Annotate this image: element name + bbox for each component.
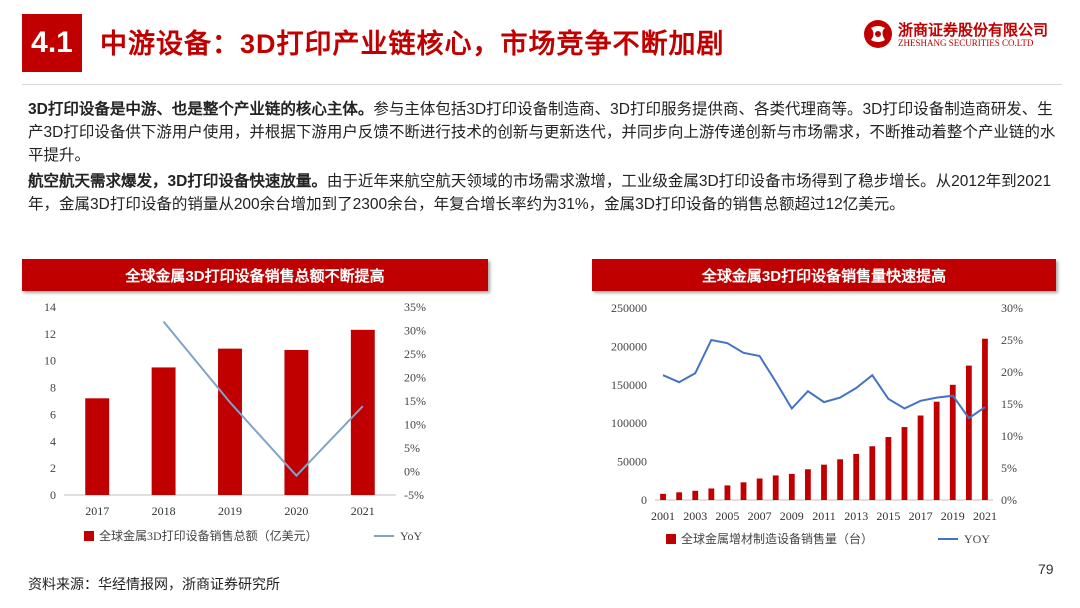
paragraph-core-role-body: 参与主体包括3D打印设备制造商、3D打印服务提供商、各类代理商等。3D打印设备制… xyxy=(28,101,1056,164)
bar-2006 xyxy=(740,482,747,500)
right-axis-tick: 20% xyxy=(1001,365,1023,379)
x-tick-label: 2019 xyxy=(218,504,242,518)
bar-2001 xyxy=(660,493,666,500)
bar-2007 xyxy=(756,478,763,500)
bar-2011 xyxy=(821,464,827,500)
bar-2019 xyxy=(949,384,956,500)
right-axis-tick: 10% xyxy=(404,418,426,432)
bar-2021 xyxy=(350,329,375,495)
left-axis-tick: 12 xyxy=(44,327,56,341)
bar-2020 xyxy=(965,365,972,500)
bar-2014 xyxy=(869,446,876,500)
x-tick-label: 2005 xyxy=(715,509,739,523)
right-axis-tick: 35% xyxy=(404,300,426,314)
legend-line-label: YoY xyxy=(400,529,422,543)
legend-bar-swatch xyxy=(666,534,676,544)
logo-company-name-en: ZHESHANG SECURITIES CO.LTD xyxy=(898,38,1034,48)
legend-bar-swatch xyxy=(84,531,94,541)
bar-2008 xyxy=(772,475,779,500)
left-axis-tick: 200000 xyxy=(611,339,647,353)
logo-company-name: 浙商证券股份有限公司 xyxy=(898,22,1049,39)
bar-2016 xyxy=(901,427,908,500)
x-tick-label: 2015 xyxy=(876,509,900,523)
x-tick-label: 2009 xyxy=(780,509,804,523)
right-axis-tick: 20% xyxy=(404,371,426,385)
bar-2013 xyxy=(853,453,860,500)
x-tick-label: 2021 xyxy=(351,504,375,518)
right-axis-tick: 15% xyxy=(404,394,426,408)
yoy-line xyxy=(662,338,986,420)
left-axis-tick: 8 xyxy=(50,381,56,395)
bar-2017 xyxy=(85,398,110,495)
x-tick-label: 2017 xyxy=(85,504,109,518)
x-tick-label: 2011 xyxy=(812,509,836,523)
bar-2018 xyxy=(151,367,176,495)
right-axis-tick: 5% xyxy=(404,441,420,455)
chart-sales-volume: 0 50000 100000 150000 200000 250000 0% 5% 10% 15%… xyxy=(611,301,1023,546)
paragraph-aerospace-lead: 航空航天需求爆发，3D打印设备快速放量。 xyxy=(28,173,327,190)
right-axis-tick: -5% xyxy=(404,488,424,502)
chart-sales-value: 0 2 4 6 8 10 12 14 -5% 0% 5% 10% 15% 20% 25% 30% 35% 2017… xyxy=(44,300,426,543)
chart2-banner: 全球金属3D打印设备销售量快速提高 xyxy=(592,259,1056,291)
source-note: 资料来源：华经情报网，浙商证券研究所 xyxy=(28,576,280,592)
section-number: 4.1 xyxy=(22,14,82,72)
x-tick-label: 2020 xyxy=(284,504,308,518)
x-tick-label: 2003 xyxy=(683,509,707,523)
left-axis-tick: 250000 xyxy=(611,301,647,315)
x-tick-label: 2019 xyxy=(941,509,965,523)
left-axis-tick: 10 xyxy=(44,354,56,368)
right-axis-tick: 10% xyxy=(1001,429,1023,443)
left-axis-tick: 0 xyxy=(641,493,647,507)
left-axis-tick: 6 xyxy=(50,407,56,421)
bar-2004 xyxy=(708,488,715,500)
left-axis-tick: 14 xyxy=(44,300,56,314)
bar-2012 xyxy=(837,459,843,500)
paragraph-aerospace-body: 由于近年来航空航天领域的市场需求激增，工业级金属3D打印设备市场得到了稳步增长。… xyxy=(28,173,1052,213)
right-axis-tick: 0% xyxy=(404,465,420,479)
right-axis-tick: 0% xyxy=(1001,493,1017,507)
paragraph-core-role-lead: 3D打印设备是中游、也是整个产业链的核心主体。 xyxy=(28,101,374,118)
right-axis-tick: 25% xyxy=(1001,333,1023,347)
bar-2002 xyxy=(676,492,683,500)
chart1-banner: 全球金属3D打印设备销售总额不断提高 xyxy=(22,259,488,291)
bar-2005 xyxy=(724,485,731,500)
x-tick-label: 2021 xyxy=(973,509,997,523)
left-axis-tick: 50000 xyxy=(617,455,647,469)
x-tick-label: 2013 xyxy=(844,509,868,523)
left-axis-tick: 100000 xyxy=(611,416,647,430)
legend-bar-label: 全球金属3D打印设备销售总额（亿美元） xyxy=(99,528,318,543)
bar-2003 xyxy=(692,490,699,500)
paragraph-core-role: 3D打印设备是中游、也是整个产业链的核心主体。参与主体包括3D打印设备制造商、3… xyxy=(28,98,1058,167)
header-divider xyxy=(22,84,1062,85)
x-tick-label: 2007 xyxy=(748,509,772,523)
right-axis-tick: 25% xyxy=(404,347,426,361)
legend-line-label: YOY xyxy=(964,532,990,546)
right-axis-tick: 15% xyxy=(1001,397,1023,411)
left-axis-tick: 150000 xyxy=(611,378,647,392)
right-axis-tick: 5% xyxy=(1001,461,1017,475)
paragraph-aerospace-demand: 航空航天需求爆发，3D打印设备快速放量。由于近年来航空航天领域的市场需求激增，工… xyxy=(28,170,1058,216)
x-tick-label: 2018 xyxy=(152,504,176,518)
right-axis-tick: 30% xyxy=(1001,301,1023,315)
bar-2015 xyxy=(885,437,892,500)
bar-2021 xyxy=(982,338,988,500)
bar-2010 xyxy=(805,469,811,500)
left-axis-tick: 0 xyxy=(50,488,56,502)
bar-2020 xyxy=(284,349,309,495)
logo-emblem-icon xyxy=(864,20,892,48)
bar-2019 xyxy=(218,348,242,495)
page-number: 79 xyxy=(1038,561,1054,577)
right-axis-tick: 30% xyxy=(404,324,426,338)
legend-bar-label: 全球金属增材制造设备销售量（台） xyxy=(681,531,873,546)
bar-2009 xyxy=(788,473,795,500)
yoy-line xyxy=(162,320,364,478)
x-tick-label: 2001 xyxy=(651,509,675,523)
x-tick-label: 2017 xyxy=(909,509,933,523)
left-axis-tick: 2 xyxy=(50,461,56,475)
bar-2017 xyxy=(917,415,924,500)
company-logo: 浙商证券股份有限公司 ZHESHANG SECURITIES CO.LTD xyxy=(862,16,1062,52)
page-title: 中游设备：3D打印产业链核心，市场竞争不断加剧 xyxy=(100,29,725,59)
bar-2018 xyxy=(933,401,940,500)
left-axis-tick: 4 xyxy=(50,434,56,448)
